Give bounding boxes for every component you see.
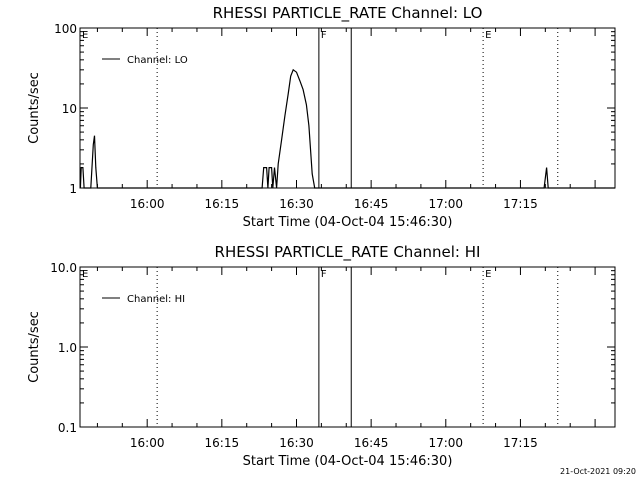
marker-label: E bbox=[82, 30, 88, 41]
timestamp: 21-Oct-2021 09:20 bbox=[560, 467, 636, 476]
marker-label: E bbox=[485, 269, 491, 280]
x-axis-label: Start Time (04-Oct-04 15:46:30) bbox=[243, 215, 453, 230]
legend-entry: Channel: LO bbox=[127, 55, 188, 66]
y-tick-label: 1.0 bbox=[58, 341, 77, 355]
chart-title: RHESSI PARTICLE_RATE Channel: HI bbox=[215, 243, 481, 262]
x-tick-label: 17:00 bbox=[428, 197, 463, 211]
marker-label: F bbox=[321, 269, 327, 280]
y-tick-label: 10 bbox=[62, 102, 77, 116]
y-axis-label: Counts/sec bbox=[27, 311, 42, 383]
x-tick-label: 16:00 bbox=[130, 197, 165, 211]
x-tick-label: 16:15 bbox=[205, 436, 240, 450]
marker-label: F bbox=[321, 30, 327, 41]
legend-entry: Channel: HI bbox=[127, 294, 185, 305]
x-tick-label: 16:30 bbox=[279, 436, 314, 450]
marker-label: E bbox=[485, 30, 491, 41]
y-axis-label: Counts/sec bbox=[27, 72, 42, 144]
plot-frame bbox=[79, 27, 616, 189]
plot-frame bbox=[79, 266, 616, 428]
series-line bbox=[79, 68, 615, 189]
y-tick-label: 0.1 bbox=[58, 421, 77, 435]
y-tick-label: 10.0 bbox=[50, 261, 77, 275]
x-tick-label: 17:15 bbox=[503, 436, 538, 450]
x-tick-label: 16:30 bbox=[279, 197, 314, 211]
x-axis-label: Start Time (04-Oct-04 15:46:30) bbox=[243, 454, 453, 469]
marker-label: E bbox=[82, 269, 88, 280]
chart-title: RHESSI PARTICLE_RATE Channel: LO bbox=[213, 4, 483, 23]
x-tick-label: 16:45 bbox=[354, 436, 389, 450]
x-tick-label: 17:00 bbox=[428, 436, 463, 450]
x-tick-label: 16:15 bbox=[205, 197, 240, 211]
x-tick-label: 16:45 bbox=[354, 197, 389, 211]
y-tick-label: 100 bbox=[54, 22, 77, 36]
x-tick-label: 16:00 bbox=[130, 436, 165, 450]
x-tick-label: 17:15 bbox=[503, 197, 538, 211]
y-tick-label: 1 bbox=[69, 182, 77, 196]
